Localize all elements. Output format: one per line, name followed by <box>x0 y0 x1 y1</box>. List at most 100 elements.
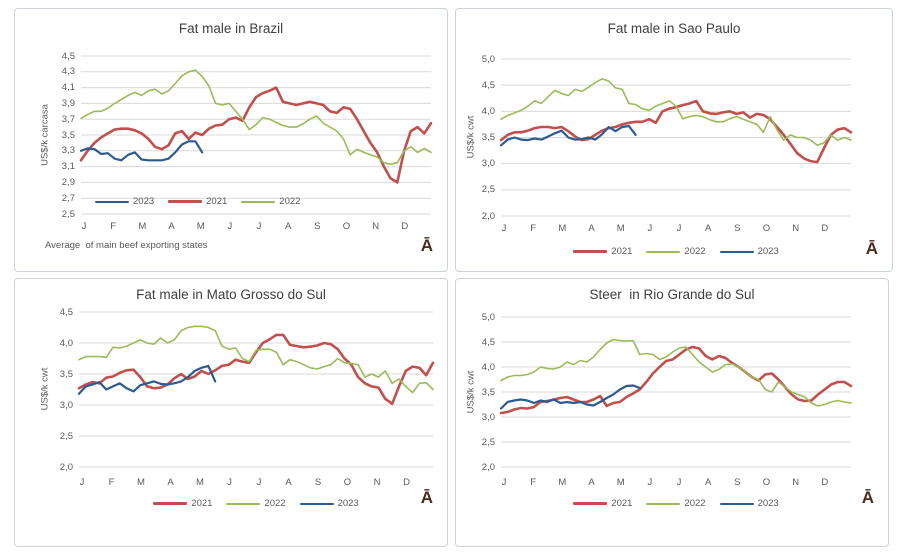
legend-item-2022: 2022 <box>226 498 286 509</box>
x-tick-label: M <box>196 477 204 488</box>
y-tick-label: 3,5 <box>481 132 495 143</box>
x-tick-label: J <box>227 221 233 232</box>
y-tick-label: 2,5 <box>481 436 495 448</box>
legend: 2021 2022 2023 <box>501 498 851 509</box>
plot-area: 4,5 4,3 4,1 3,9 3,7 3,5 3,3 3,1 2,9 2,7 2,5 J F M A M J J… <box>15 9 447 271</box>
x-tick-label: M <box>138 221 147 232</box>
legend-item-2023: 2023 <box>719 498 779 509</box>
legend-label: 2023 <box>337 498 359 509</box>
y-tick-label: 2,5 <box>59 430 73 442</box>
x-tick-label: M <box>558 477 567 488</box>
y-tick-label: 4,5 <box>481 79 495 91</box>
y-tick-label: 4,0 <box>481 361 495 373</box>
legend-line-sample <box>719 250 754 253</box>
series-line-2021 <box>79 86 433 184</box>
series-line-2023 <box>79 140 204 162</box>
x-tick-label: M <box>137 477 145 488</box>
x-tick-label: M <box>196 221 205 232</box>
x-tick-label: N <box>792 477 800 488</box>
series-line-2022 <box>500 338 852 407</box>
legend-line-sample <box>153 502 188 505</box>
x-tick-label: J <box>227 477 232 488</box>
plot-area: 5,0 4,5 4,0 3,5 3,0 2,5 2,0 J F M A M J J A S O N D 2021 202… <box>456 9 892 271</box>
x-tick-label: S <box>734 477 741 488</box>
plot-area: 4,5 4,0 3,5 3,0 2,5 2,0 J F M A M J J A S O N D 2021 2022 20… <box>15 279 447 546</box>
brand-logo: Ā <box>420 488 433 507</box>
x-tick-label: O <box>343 477 352 488</box>
x-tick-label: S <box>734 223 741 234</box>
x-tick-label: J <box>256 221 262 232</box>
y-tick-label: 3,5 <box>481 386 495 398</box>
legend-label: 2022 <box>684 498 706 509</box>
x-tick-label: F <box>530 477 537 488</box>
chart-title: Fat male in Brazil <box>178 21 284 36</box>
legend-line-sample <box>299 502 334 505</box>
legend-item-2021: 2021 <box>573 246 632 257</box>
chart-title: Fat male in Sao Paulo <box>607 21 741 36</box>
series-line-2023 <box>499 124 637 147</box>
x-tick-label: O <box>762 477 771 488</box>
y-tick-label: 2,0 <box>481 210 495 222</box>
series-line-2023 <box>499 384 641 410</box>
y-tick-label: 3,5 <box>59 368 73 380</box>
legend-label: 2021 <box>191 498 213 509</box>
y-tick-label: 4,5 <box>61 50 75 62</box>
chart-title: Steer in Rio Grande do Sul <box>589 287 755 302</box>
legend-label: 2023 <box>757 498 779 509</box>
chart-canvas <box>77 311 435 468</box>
x-tick-label: M <box>558 223 567 234</box>
y-tick-label: 3,5 <box>61 129 75 141</box>
chart-canvas <box>499 316 853 468</box>
y-tick-label: 5,0 <box>481 311 495 323</box>
x-tick-label: F <box>530 223 537 234</box>
x-tick-label: J <box>647 477 653 488</box>
y-tick-label: 4,1 <box>61 82 75 94</box>
legend-item-2022: 2022 <box>241 196 300 207</box>
x-tick-label: N <box>373 477 381 488</box>
x-tick-label: M <box>616 477 625 488</box>
series-line-2021 <box>77 333 435 406</box>
legend-item-2023: 2023 <box>95 196 154 207</box>
legend-item-2022: 2022 <box>646 498 706 509</box>
legend-item-2022: 2022 <box>646 246 706 257</box>
x-tick-label: J <box>256 477 262 488</box>
x-tick-label: D <box>401 221 409 232</box>
x-tick-label: J <box>501 477 507 488</box>
y-tick-label: 5,0 <box>481 53 495 65</box>
legend-item-2021: 2021 <box>573 498 632 509</box>
y-tick-label: 4,0 <box>481 105 495 117</box>
x-tick-label: J <box>676 477 682 488</box>
brand-logo: Ā <box>865 239 878 258</box>
x-tick-label: D <box>821 223 829 234</box>
y-tick-label: 3,9 <box>61 97 75 109</box>
x-tick-label: F <box>108 477 115 488</box>
y-tick-label: 3,7 <box>61 113 75 125</box>
y-tick-label: 2,5 <box>481 184 495 196</box>
x-tick-label: M <box>616 223 625 234</box>
chart-panel-rio-grande-do-sul: Steer in Rio Grande do Sul US$/k cwt 5,0… <box>455 278 889 547</box>
y-tick-label: 4,5 <box>481 336 495 348</box>
legend-line-sample <box>573 502 608 505</box>
series-line-2022 <box>500 78 852 147</box>
x-tick-label: N <box>792 223 800 234</box>
x-tick-label: S <box>314 477 322 488</box>
legend-item-2023: 2023 <box>299 498 359 509</box>
y-tick-label: 3,0 <box>59 399 73 411</box>
legend-label: 2022 <box>264 498 286 509</box>
x-tick-label: D <box>821 477 829 488</box>
x-tick-label: A <box>704 477 712 488</box>
y-tick-label: 2,0 <box>59 461 73 473</box>
legend-label: 2023 <box>133 196 155 207</box>
legend-line-sample <box>95 200 129 203</box>
legend-line-sample <box>646 502 681 505</box>
legend-line-sample <box>168 200 203 203</box>
chart-canvas <box>499 58 853 217</box>
chart-panel-mato-grosso-do-sul: Fat male in Mato Grosso do Sul US$/k cwt… <box>14 278 448 547</box>
legend-label: 2021 <box>206 196 228 207</box>
chart-panel-sao-paulo: Fat male in Sao Paulo US$/k cwt 5,0 4,5 4,… <box>455 8 893 272</box>
x-tick-label: N <box>372 221 380 232</box>
legend-label: 2022 <box>279 196 301 207</box>
x-tick-label: J <box>501 223 507 234</box>
y-tick-label: 4,5 <box>59 306 73 318</box>
x-tick-label: A <box>167 477 174 488</box>
